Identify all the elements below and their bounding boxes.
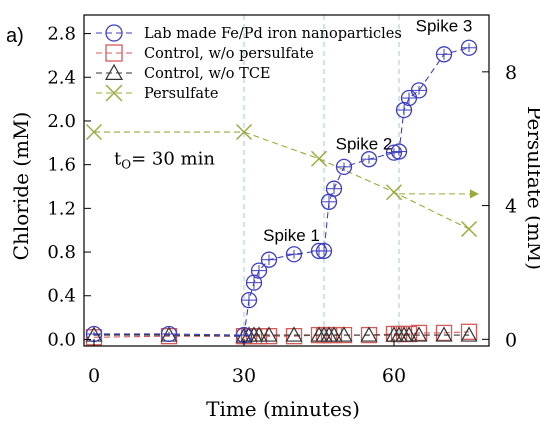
- data-point: [400, 326, 418, 342]
- x-tick-label: 60: [382, 365, 406, 387]
- series-line: [94, 47, 470, 336]
- panel-label: a): [6, 25, 24, 47]
- data-point: [460, 323, 478, 340]
- y2-tick-label: 8: [505, 62, 517, 84]
- annotation: Spike 2: [336, 134, 393, 153]
- data-point: [360, 326, 378, 342]
- series-0: [85, 39, 478, 344]
- y-tick-label: 0.0: [47, 329, 76, 350]
- y-tick-label: 1.6: [47, 155, 76, 176]
- axes: 0 30 60 0.0 0.4 0.8 1.2 1.6 2.0 2.4 2.8 0 4 8: [47, 14, 517, 387]
- y2-tick-label: 0: [505, 329, 517, 351]
- data-point: [86, 124, 102, 141]
- y-axis-label: Chloride (mM): [9, 112, 33, 261]
- arrow-head: [470, 189, 479, 199]
- data-point: [435, 326, 453, 342]
- legend-label: Control, w/o TCE: [144, 66, 271, 82]
- marker-stroke: [105, 84, 123, 102]
- y-tick-label: 0.4: [47, 286, 76, 307]
- data-point: [250, 326, 268, 342]
- marker-stroke: [311, 150, 327, 167]
- legend-label: Lab made Fe/Pd iron nanoparticles: [144, 26, 402, 42]
- marker-stroke: [236, 124, 252, 141]
- x-tick-label: 0: [88, 365, 100, 387]
- data-point: [435, 324, 453, 342]
- annotation: Spike 3: [416, 16, 473, 35]
- annotation: Spike 1: [263, 226, 320, 245]
- annotation: tO= 30 min: [114, 149, 215, 172]
- data-point: [285, 326, 303, 342]
- marker-stroke: [86, 124, 102, 141]
- data-point: [386, 184, 402, 201]
- y-tick-label: 2.8: [47, 24, 76, 45]
- legend-label: Persulfate: [144, 86, 218, 102]
- x-tick-label: 30: [232, 365, 256, 387]
- series-line: [94, 131, 470, 230]
- marker-stroke: [461, 220, 477, 237]
- data-point: [325, 326, 343, 342]
- plot-frame: [83, 14, 490, 347]
- y-tick-label: 2.4: [47, 67, 76, 88]
- series-3: [86, 124, 477, 237]
- legend-label: Control, w/o persulfate: [144, 46, 314, 62]
- marker-stroke: [386, 184, 402, 201]
- series-line: [94, 334, 469, 337]
- series-layer: [85, 39, 479, 346]
- y-tick-label: 2.0: [47, 111, 76, 132]
- legend: Lab made Fe/Pd iron nanoparticles Control…: [96, 24, 402, 102]
- data-point: [311, 150, 327, 167]
- y2-tick-label: 4: [505, 196, 517, 218]
- spike-lines: [243, 15, 400, 346]
- data-point: [410, 326, 428, 342]
- legend-marker: [105, 44, 123, 62]
- y2-axis-label: Persulfate (mM): [523, 106, 540, 270]
- annotations: Spike 1 Spike 2 Spike 3 tO= 30 min: [114, 16, 472, 245]
- data-point: [335, 326, 353, 342]
- y-tick-label: 0.8: [47, 242, 76, 263]
- legend-marker: [105, 84, 123, 102]
- data-point: [460, 326, 478, 342]
- data-point: [236, 124, 252, 141]
- x-axis-label: Time (minutes): [206, 397, 360, 421]
- y-tick-label: 1.2: [47, 198, 76, 219]
- data-point: [260, 326, 278, 342]
- legend-marker: [104, 63, 124, 81]
- data-point: [461, 220, 477, 237]
- legend-marker: [105, 24, 123, 42]
